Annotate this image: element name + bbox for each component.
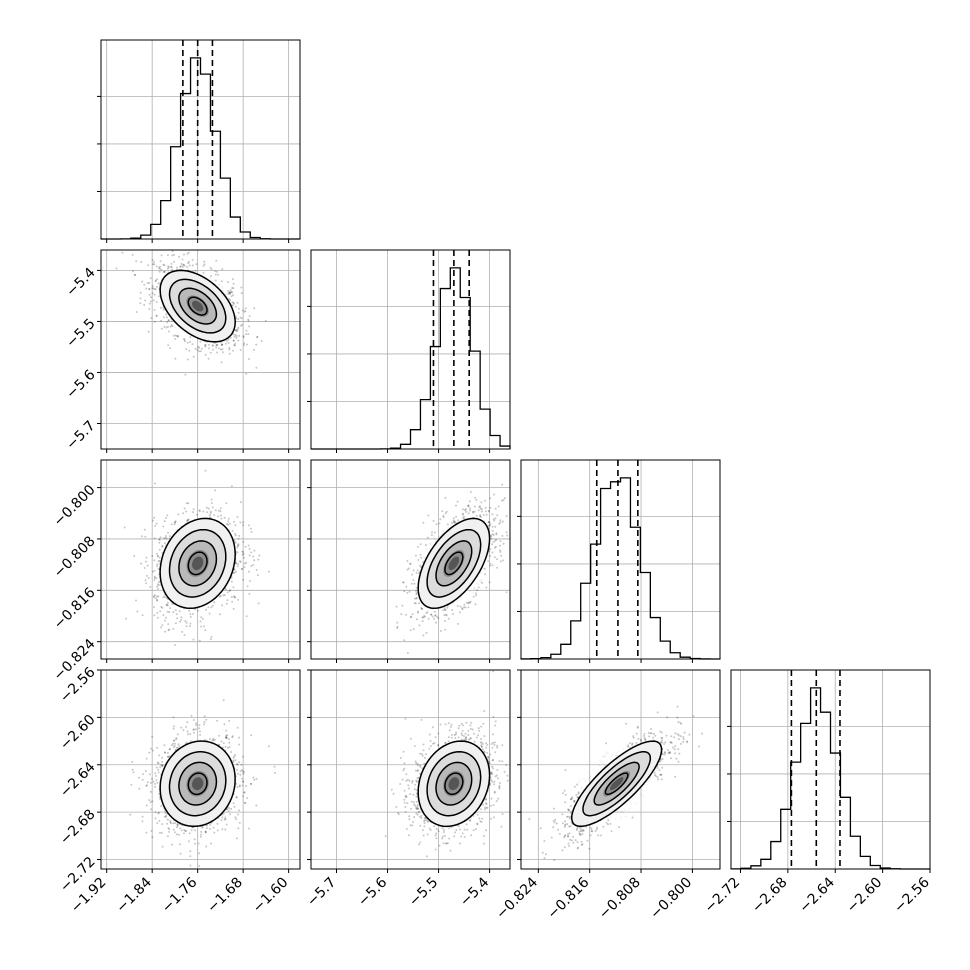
y-tick-label: −5.6 [63,367,98,402]
contour-line [159,517,236,610]
x-tick-label: −5.4 [457,874,492,909]
contour-line [417,740,491,828]
x-tick-label: −0.800 [647,875,695,923]
x-tick-label: −1.84 [113,874,155,916]
contour-line [426,750,482,817]
density-fill [448,556,460,571]
density-fill [609,777,624,791]
x-tick-label: −2.72 [702,875,744,917]
density-fill [192,777,204,791]
x-tick-label: −0.816 [545,874,593,922]
x-tick-label: −5.7 [304,875,339,910]
histogram [311,267,511,450]
histogram-panel [100,39,301,240]
x-tick-label: −2.64 [796,874,838,916]
contour-line [435,540,473,587]
density-fill [448,777,460,791]
x-tick-label: −2.60 [844,875,886,917]
grid [311,250,510,449]
x-tick-label: −1.76 [159,874,201,916]
contour-line [178,761,218,806]
x-tick-label: −1.68 [204,875,246,917]
grid [731,670,931,869]
contour-line [593,761,640,806]
x-tick-label: −2.68 [749,875,791,917]
histogram [100,57,300,240]
contour-line [435,761,473,806]
x-tick-label: −5.6 [355,874,390,909]
contour-line [604,772,629,796]
y-tick-label: −2.60 [57,712,99,754]
contour-line [168,528,227,598]
grid [311,460,510,659]
contour-line [178,287,218,325]
histogram-panel [310,249,511,450]
y-tick-label: −2.68 [57,806,99,848]
x-tick-label: −0.808 [596,875,644,923]
contour-line [168,751,227,817]
scatter-panel [310,459,511,660]
scatter-panel [520,669,721,870]
x-tick-label: −5.5 [406,875,441,910]
density-fill [192,300,204,312]
contour-line [187,772,208,796]
y-tick-label: −5.7 [63,418,98,453]
scatter-panel [310,669,511,870]
histogram-panel [520,459,721,660]
histogram [520,477,721,660]
y-tick-label: −0.808 [51,533,99,581]
x-tick-label: −2.56 [891,874,933,916]
contour-line [582,750,652,817]
y-tick-label: −0.816 [51,585,99,633]
contour-line [417,517,491,610]
histogram-panel [730,669,931,870]
grid [521,460,720,659]
x-tick-label: −0.824 [493,874,541,922]
contour-line [187,296,208,316]
density-fill [192,556,204,571]
contour-line [168,278,227,334]
scatter-panel [100,669,301,870]
y-tick-label: −5.5 [63,316,98,351]
y-tick-label: −2.64 [57,759,99,801]
contour-line [426,528,482,598]
contour-line [159,269,236,343]
contour-line [159,740,236,828]
histogram [730,687,930,870]
contour-line [178,540,218,587]
x-tick-label: −1.60 [250,875,292,917]
y-tick-label: −0.800 [51,482,99,530]
contour-line [187,551,208,576]
y-tick-label: −5.4 [63,265,98,300]
contour-line [570,740,663,828]
scatter-panel [100,459,301,660]
scatter-panel [100,249,301,450]
contour-line [444,772,464,796]
contour-line [444,551,464,576]
